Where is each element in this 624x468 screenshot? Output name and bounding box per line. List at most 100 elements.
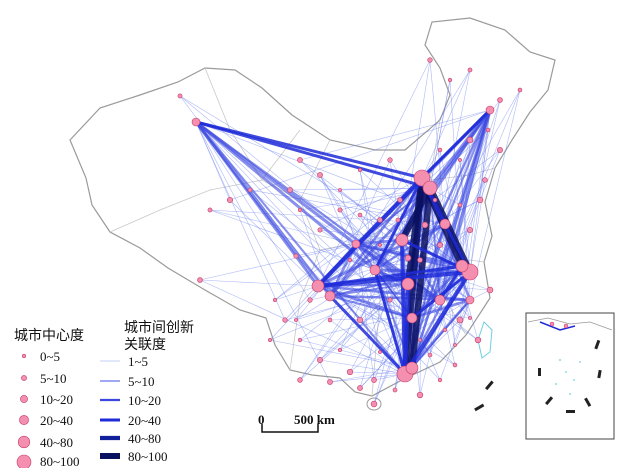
city-node: [395, 217, 401, 223]
city-node: [247, 187, 253, 193]
network-link: [194, 120, 332, 298]
city-node: [401, 277, 415, 291]
city-node: [356, 316, 364, 324]
city-node: [378, 243, 382, 247]
city-node: [474, 336, 482, 344]
city-node: [369, 264, 381, 276]
network-link: [194, 120, 442, 302]
city-node: [378, 350, 382, 354]
city-node: [456, 316, 464, 324]
city-node: [297, 337, 303, 343]
city-node: [497, 147, 503, 153]
legend-centrality-item: 0~5: [40, 349, 60, 364]
city-node: [327, 379, 333, 385]
network-link: [328, 294, 472, 302]
legend-links-item: 10~20: [128, 393, 161, 408]
city-node: [287, 187, 293, 193]
city-node: [439, 218, 451, 230]
city-node: [421, 221, 429, 229]
city-node: [327, 317, 333, 323]
scale-bar-zero: 0: [258, 412, 265, 427]
city-node: [297, 377, 303, 383]
network-link: [373, 176, 424, 272]
network-link: [429, 59, 446, 225]
network-link: [329, 295, 471, 319]
network-link: [398, 184, 434, 244]
legend-links: 城市间创新 关联度 1~5 5~10 10~20 20~40 40~80 80~…: [100, 319, 194, 464]
network-link: [439, 299, 471, 381]
network-link: [410, 298, 472, 320]
network-link: [349, 371, 406, 375]
network-link: [195, 121, 331, 383]
city-node: [457, 202, 463, 208]
city-node: [486, 286, 494, 294]
city-node: [357, 385, 363, 391]
city-node: [357, 212, 363, 218]
city-node: [455, 259, 469, 273]
legend-links-item: 40~80: [128, 431, 161, 446]
city-node: [497, 97, 503, 103]
city-node: [465, 295, 475, 305]
city-node: [427, 57, 433, 63]
network-link: [443, 108, 492, 226]
city-node: [370, 400, 378, 408]
network-link: [444, 149, 501, 225]
city-node: [207, 207, 213, 213]
legend-links-item: 1~5: [128, 354, 148, 369]
city-node: [294, 318, 298, 322]
network-link: [329, 69, 471, 297]
city-node: [337, 207, 343, 213]
city-node: [297, 207, 303, 213]
city-node: [311, 279, 325, 293]
city-node: [282, 317, 288, 323]
network-link: [229, 199, 319, 287]
legend-links-title-line2: 关联度: [124, 337, 166, 353]
city-node: [392, 387, 398, 393]
city-node: [387, 297, 393, 303]
legend-links-item: 80~100: [128, 449, 168, 464]
city-node: [317, 172, 323, 178]
network-link: [319, 174, 406, 375]
city-node: [447, 77, 453, 83]
city-node: [387, 157, 393, 163]
city-node: [485, 127, 491, 133]
city-node: [338, 188, 342, 192]
scale-bar: 0 500 km: [258, 412, 335, 433]
network-link: [411, 299, 471, 369]
network-link: [195, 121, 441, 381]
network-link: [194, 120, 432, 190]
city-node: [357, 167, 363, 173]
network-link: [194, 120, 407, 376]
network-link: [328, 176, 424, 298]
city-node: [197, 277, 203, 283]
network-link: [329, 373, 406, 383]
city-node: [337, 347, 343, 353]
network-link: [479, 109, 491, 201]
legend-centrality-item: 20~40: [40, 413, 73, 428]
city-node: [466, 136, 474, 144]
city-node: [468, 316, 472, 320]
city-node: [272, 297, 278, 303]
network-link: [319, 229, 403, 241]
city-node: [517, 87, 523, 93]
network-link: [329, 319, 406, 375]
network-link: [319, 177, 423, 231]
city-node: [307, 297, 313, 303]
city-node: [467, 67, 473, 73]
city-node: [437, 377, 443, 383]
network-link: [274, 285, 319, 301]
network-link: [328, 294, 407, 376]
city-node: [432, 197, 438, 203]
taiwan-island: [477, 321, 493, 359]
legend-centrality-item: 40~80: [40, 435, 73, 450]
city-node: [324, 290, 336, 302]
network-link: [404, 174, 426, 288]
city-node: [293, 253, 299, 259]
network-link: [299, 109, 491, 161]
city-node: [297, 157, 303, 163]
city-node: [442, 327, 448, 333]
city-node: [485, 105, 495, 115]
network-link: [195, 121, 311, 301]
network-link: [421, 69, 471, 179]
